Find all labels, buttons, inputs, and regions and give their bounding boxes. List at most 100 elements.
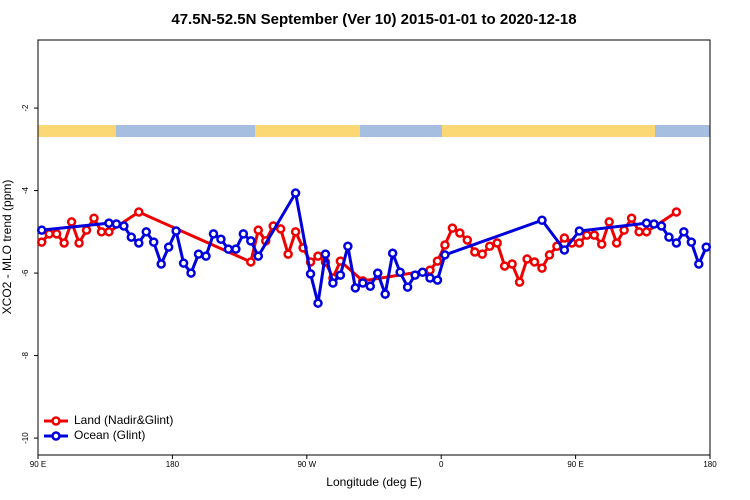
data-point — [656, 221, 667, 231]
data-point — [320, 249, 331, 259]
data-point — [447, 223, 458, 233]
chart-title: 47.5N-52.5N September (Ver 10) 2015-01-0… — [171, 11, 576, 28]
data-point — [484, 241, 495, 252]
data-point — [649, 219, 659, 229]
data-point — [641, 227, 652, 237]
data-point — [574, 226, 585, 236]
data-point — [380, 289, 390, 299]
data-point — [559, 245, 570, 255]
data-point — [537, 215, 547, 226]
data-point — [111, 219, 122, 229]
data-point — [626, 213, 637, 223]
data-point — [186, 268, 196, 278]
data-point — [470, 247, 480, 257]
legend-label: Land (Nadir&Glint) — [74, 413, 173, 427]
data-point — [290, 188, 301, 198]
data-point — [671, 207, 682, 217]
data-point — [440, 240, 450, 250]
data-point — [104, 218, 114, 228]
data-point — [253, 225, 264, 235]
legend-marker — [51, 416, 61, 426]
x-tick-label: 90 E — [30, 460, 46, 469]
data-point — [208, 229, 219, 239]
data-point — [582, 230, 592, 240]
data-point — [126, 232, 137, 242]
data-point — [522, 254, 532, 264]
data-point — [246, 257, 256, 267]
data-point — [686, 237, 697, 247]
data-point — [425, 273, 435, 283]
data-point — [163, 242, 174, 252]
data-point — [492, 238, 502, 248]
data-point — [223, 244, 234, 254]
data-point — [679, 227, 689, 237]
data-point — [171, 226, 181, 236]
data-point — [36, 237, 47, 247]
data-point — [596, 239, 607, 249]
data-point — [253, 251, 264, 261]
data-point — [81, 225, 92, 235]
data-point — [462, 235, 473, 245]
data-point — [440, 250, 450, 260]
data-point — [611, 238, 622, 248]
data-point — [694, 259, 704, 269]
x-tick-label: 180 — [166, 460, 180, 469]
data-point — [59, 238, 69, 248]
data-point — [74, 238, 84, 248]
data-point — [529, 257, 540, 267]
y-tick-label: -10 — [21, 432, 30, 444]
legend-marker — [51, 431, 61, 441]
data-point — [178, 258, 189, 268]
data-point — [619, 225, 629, 235]
data-point — [701, 242, 712, 252]
data-point — [589, 230, 600, 240]
data-point — [156, 259, 166, 269]
data-point — [290, 227, 301, 237]
data-point — [313, 298, 323, 308]
land-ocean-strip — [38, 125, 710, 137]
data-point — [231, 244, 241, 254]
data-point — [402, 282, 413, 292]
data-point — [238, 229, 249, 239]
data-point — [432, 275, 443, 285]
x-tick-label: 0 — [439, 460, 444, 469]
y-tick-label: -4 — [21, 186, 30, 194]
data-point — [499, 261, 510, 271]
data-point — [148, 237, 159, 247]
data-point — [671, 238, 682, 248]
data-point — [664, 232, 674, 242]
data-point — [432, 256, 443, 266]
data-point — [36, 225, 47, 235]
data-point — [514, 277, 525, 287]
legend-label: Ocean (Glint) — [74, 428, 145, 442]
data-point — [104, 227, 114, 237]
data-point — [387, 248, 398, 259]
y-tick-label: -8 — [21, 351, 30, 359]
data-point — [544, 250, 555, 260]
data-point — [51, 229, 62, 239]
data-point — [477, 249, 488, 259]
data-point — [350, 283, 361, 293]
data-point — [193, 249, 204, 259]
data-point — [335, 270, 346, 280]
data-point — [216, 234, 226, 244]
data-point — [372, 268, 383, 278]
y-tick-label: -6 — [21, 269, 30, 277]
data-point — [559, 233, 570, 243]
y-axis-label: XCO2 - MLO trend (ppm) — [0, 180, 14, 315]
data-point — [275, 224, 286, 234]
data-point — [604, 217, 614, 227]
data-point — [425, 265, 435, 275]
data-point — [358, 278, 368, 288]
data-point — [313, 251, 323, 261]
data-point — [328, 278, 338, 288]
data-point — [455, 228, 465, 238]
data-point — [246, 236, 256, 246]
x-tick-label: 180 — [703, 460, 717, 469]
x-tick-label: 90 E — [567, 460, 583, 469]
data-point — [89, 213, 99, 223]
data-point — [134, 207, 144, 217]
data-point — [634, 227, 644, 237]
data-point — [44, 229, 54, 239]
